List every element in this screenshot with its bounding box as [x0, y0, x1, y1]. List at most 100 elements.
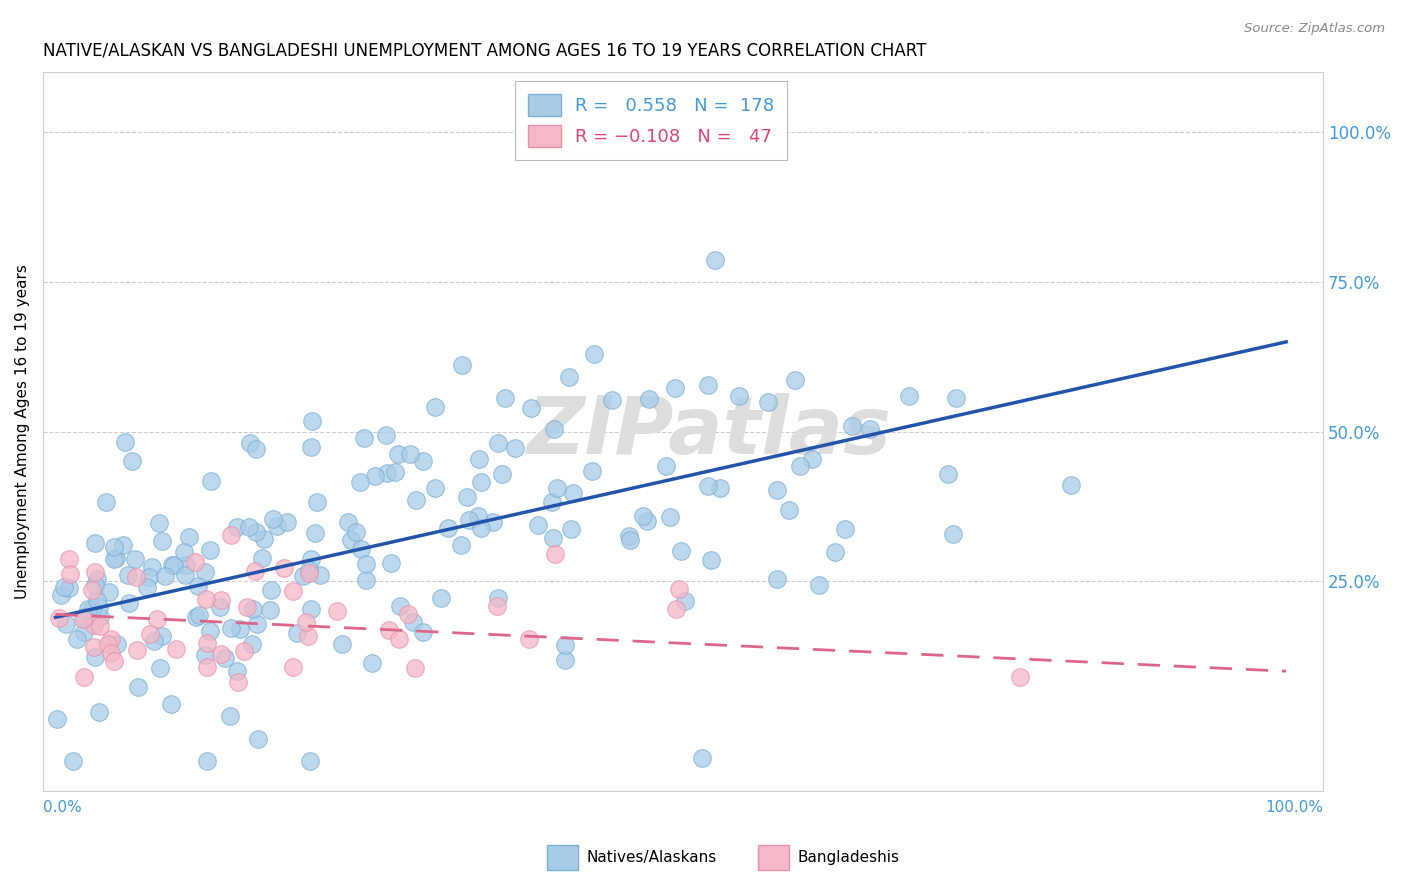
Point: [66, 632, 89, 646]
Point: [83, 565, 105, 579]
Point: [118, 596, 141, 610]
Point: [285, 626, 308, 640]
Point: [139, 627, 162, 641]
Point: [412, 454, 434, 468]
Y-axis label: Unemployment Among Ages 16 to 19 years: Unemployment Among Ages 16 to 19 years: [15, 264, 30, 599]
Text: ZIPatlas: ZIPatlas: [526, 392, 891, 471]
Point: [703, 253, 725, 268]
Point: [301, 414, 323, 428]
Point: [824, 544, 846, 558]
Point: [582, 347, 605, 361]
Point: [195, 592, 218, 607]
Point: [125, 569, 148, 583]
Point: [560, 522, 582, 536]
Point: [808, 577, 831, 591]
Point: [494, 392, 516, 406]
Point: [636, 514, 658, 528]
Point: [562, 485, 585, 500]
Point: [52, 580, 75, 594]
Point: [200, 474, 222, 488]
Point: [73, 624, 96, 639]
Text: Source: ZipAtlas.com: Source: ZipAtlas.com: [1244, 22, 1385, 36]
Point: [692, 751, 714, 765]
Point: [481, 515, 503, 529]
Point: [785, 373, 807, 387]
Point: [841, 419, 863, 434]
Point: [162, 558, 184, 572]
Point: [46, 712, 69, 726]
Point: [266, 519, 288, 533]
Point: [87, 599, 110, 614]
Point: [404, 661, 426, 675]
Point: [470, 475, 492, 490]
Point: [337, 515, 360, 529]
Point: [253, 532, 276, 546]
Point: [423, 400, 446, 414]
Point: [364, 469, 387, 483]
Point: [214, 651, 236, 665]
Point: [221, 528, 243, 542]
Point: [153, 569, 176, 583]
Point: [127, 643, 149, 657]
Point: [98, 585, 121, 599]
Point: [193, 648, 215, 662]
Point: [380, 557, 402, 571]
Point: [354, 557, 377, 571]
Point: [437, 520, 460, 534]
Point: [138, 570, 160, 584]
Point: [332, 637, 354, 651]
Point: [195, 754, 218, 768]
Point: [491, 467, 513, 481]
Point: [240, 637, 263, 651]
Text: 100.0%: 100.0%: [1265, 800, 1323, 815]
Point: [96, 495, 118, 509]
Point: [658, 509, 681, 524]
Point: [200, 543, 222, 558]
Point: [73, 669, 96, 683]
Point: [505, 441, 527, 455]
Point: [58, 566, 80, 581]
Point: [82, 583, 104, 598]
Point: [174, 568, 197, 582]
Point: [232, 644, 254, 658]
Point: [558, 370, 581, 384]
Point: [55, 617, 77, 632]
Point: [243, 564, 266, 578]
Point: [581, 464, 603, 478]
Point: [709, 481, 731, 495]
Point: [766, 483, 789, 497]
Point: [83, 650, 105, 665]
Point: [554, 653, 576, 667]
Point: [486, 435, 509, 450]
Point: [298, 566, 321, 580]
Point: [834, 523, 856, 537]
Point: [259, 603, 281, 617]
Point: [945, 391, 967, 405]
Point: [114, 434, 136, 449]
Point: [209, 593, 232, 607]
Point: [276, 516, 298, 530]
Point: [149, 661, 172, 675]
Point: [378, 623, 401, 637]
Point: [209, 647, 232, 661]
Point: [219, 621, 242, 635]
Point: [112, 538, 135, 552]
Point: [543, 422, 565, 436]
Point: [638, 392, 661, 407]
Point: [423, 482, 446, 496]
Point: [360, 656, 382, 670]
Point: [174, 558, 197, 572]
Point: [554, 638, 576, 652]
Point: [450, 538, 472, 552]
Point: [104, 550, 127, 565]
Point: [262, 512, 284, 526]
Point: [247, 731, 270, 746]
Point: [458, 513, 481, 527]
Point: [546, 481, 568, 495]
Point: [354, 573, 377, 587]
Legend: R =   0.558   N =  178, R = −0.108   N =   47: R = 0.558 N = 178, R = −0.108 N = 47: [516, 81, 787, 160]
Point: [229, 622, 252, 636]
Point: [103, 541, 125, 555]
Point: [309, 567, 332, 582]
Point: [375, 427, 398, 442]
